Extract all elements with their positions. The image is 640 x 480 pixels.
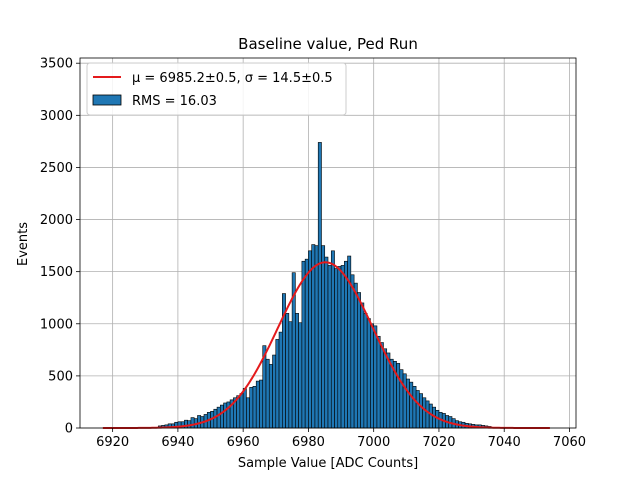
histogram-bar (330, 250, 335, 429)
histogram-bar (301, 260, 306, 429)
histogram-bar (259, 379, 264, 429)
histogram-bar (213, 408, 218, 429)
histogram-bar (425, 400, 430, 429)
histogram-bar (422, 397, 427, 429)
histogram-bar (379, 342, 384, 429)
histogram-bar (321, 245, 326, 429)
histogram-bar (419, 393, 423, 429)
y-tick-label: 2000 (40, 213, 73, 228)
histogram-bar (220, 404, 224, 429)
legend: μ = 6985.2±0.5, σ = 14.5±0.5 RMS = 16.03 (86, 62, 347, 116)
histogram-bars (158, 142, 492, 429)
histogram-bar (242, 388, 247, 429)
histogram-bar (314, 245, 319, 429)
x-axis-label: Sample Value [ADC Counts] (238, 456, 418, 471)
histogram-bar (376, 335, 381, 429)
y-tick-label: 2500 (40, 161, 73, 176)
y-tick-label: 500 (48, 369, 73, 384)
x-tick-label: 6980 (292, 435, 325, 450)
histogram-bar (383, 348, 388, 429)
histogram-bar (246, 397, 250, 429)
histogram-bar (370, 323, 374, 429)
y-axis-label: Events (16, 222, 31, 266)
histogram-bar (236, 395, 241, 429)
histogram-bar (350, 274, 355, 429)
histogram-bar (357, 292, 361, 429)
histogram-bar (190, 417, 195, 429)
x-tick-label: 7040 (488, 435, 521, 450)
legend-box (86, 62, 347, 116)
histogram-bar (275, 339, 280, 429)
x-tick-label: 7000 (357, 435, 390, 450)
histogram-bar (327, 265, 332, 429)
histogram-bar (249, 387, 254, 429)
x-tick-label: 6920 (96, 435, 129, 450)
histogram-bar (415, 390, 420, 429)
legend-histogram-swatch (92, 94, 122, 106)
histogram-bar (366, 318, 371, 429)
histogram-bar (255, 380, 260, 429)
histogram-bar (311, 244, 316, 429)
x-axis-ticks: 6920 6940 6960 6980 7000 7020 7040 7060 (96, 428, 586, 450)
x-tick-label: 7060 (553, 435, 586, 450)
histogram-bar (308, 250, 312, 429)
histogram-bar (337, 266, 342, 429)
histogram-bar (334, 268, 339, 429)
y-tick-label: 3000 (40, 109, 73, 124)
y-axis-ticks: 0 500 1000 1500 2000 2500 3000 3500 (40, 57, 80, 437)
histogram-bar (373, 325, 378, 429)
histogram-bar (298, 322, 303, 429)
histogram-bar (216, 406, 221, 429)
histogram-bar (288, 321, 293, 429)
histogram-bar (412, 386, 417, 429)
y-tick-label: 0 (65, 422, 73, 437)
y-tick-label: 1500 (40, 265, 73, 280)
histogram-bar (278, 331, 283, 429)
x-tick-label: 7020 (422, 435, 455, 450)
legend-fit-label: μ = 6985.2±0.5, σ = 14.5±0.5 (132, 71, 333, 86)
histogram-bar (399, 369, 404, 429)
legend-histogram-label: RMS = 16.03 (132, 94, 217, 109)
histogram-bar (344, 260, 348, 429)
y-tick-label: 3500 (40, 57, 73, 72)
histogram-bar (223, 402, 228, 429)
x-tick-label: 6940 (161, 435, 194, 450)
plot-area-frame (79, 57, 577, 429)
histogram-bar (317, 142, 322, 429)
chart-title: Baseline value, Ped Run (238, 35, 418, 53)
histogram-bar (197, 415, 202, 429)
histogram-bar (272, 354, 277, 429)
histogram-bar (409, 381, 414, 429)
y-tick-label: 1000 (40, 317, 73, 332)
histogram-bar (324, 256, 329, 429)
histogram-bar (239, 393, 244, 429)
histogram-bar (386, 352, 391, 429)
histogram-bar (360, 302, 365, 429)
histogram-bar (406, 378, 410, 429)
histogram-bar (304, 258, 309, 429)
histogram-bar (268, 364, 273, 429)
histogram-bar (265, 358, 270, 429)
histogram-bar (396, 363, 401, 429)
histogram-bar (252, 386, 257, 429)
histogram-bar (340, 265, 345, 429)
histogram-bar (363, 313, 368, 429)
histogram-bar (353, 282, 358, 429)
x-tick-label: 6960 (227, 435, 260, 450)
histogram-bar (402, 373, 407, 429)
histogram-bar (285, 313, 290, 429)
histogram-bar (295, 313, 299, 429)
gaussian-fit-curve (102, 261, 550, 429)
